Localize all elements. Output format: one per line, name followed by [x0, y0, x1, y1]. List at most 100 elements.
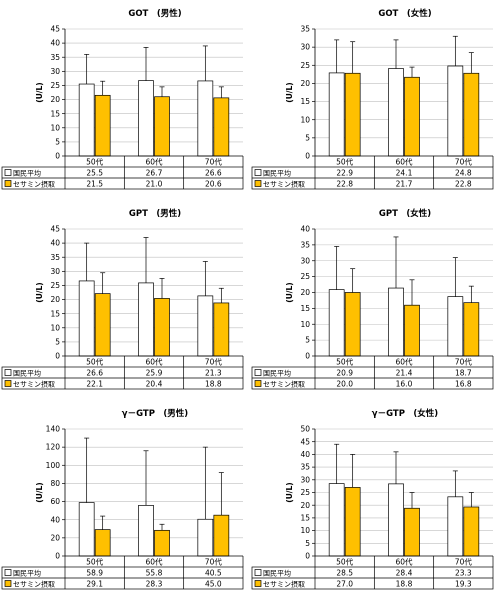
- data-label: 27.0: [336, 579, 353, 588]
- data-label: 24.8: [455, 168, 472, 177]
- bar-sesamin-1: [154, 529, 170, 557]
- bar-sesamin-2: [213, 97, 230, 157]
- chart-title: γ－GTP (女性): [372, 408, 439, 419]
- x-category-label: 70代: [455, 556, 473, 566]
- data-label: 18.7: [455, 368, 472, 377]
- bar-national-average-0: [78, 83, 95, 157]
- chart-title: GOT (男性): [128, 8, 181, 19]
- y-tick-label: 140: [46, 425, 61, 434]
- legend-label: 国民平均: [263, 368, 291, 377]
- bar-national-average-1: [138, 80, 154, 157]
- bar-national-average-0: [328, 289, 345, 357]
- data-label: 20.0: [336, 379, 353, 388]
- y-axis-label: (U/L): [285, 82, 294, 102]
- y-axis-label: (U/L): [35, 82, 44, 102]
- x-category-label: 50代: [86, 356, 104, 366]
- legend-swatch: [4, 369, 12, 376]
- y-tick-label: 40: [300, 450, 310, 459]
- data-label: 22.8: [455, 179, 472, 188]
- y-axis-label: (U/L): [35, 482, 44, 502]
- y-tick-label: 0: [55, 352, 60, 361]
- y-tick-label: 40: [300, 225, 310, 234]
- data-label: 40.5: [205, 568, 222, 577]
- y-tick-label: 20: [50, 295, 60, 304]
- x-category-label: 60代: [395, 356, 413, 366]
- y-tick-label: 30: [300, 475, 310, 484]
- data-label: 23.3: [455, 568, 472, 577]
- y-tick-label: 15: [300, 514, 310, 523]
- y-tick-label: 20: [300, 501, 310, 510]
- y-tick-label: 5: [305, 133, 310, 142]
- data-label: 28.5: [336, 568, 353, 577]
- y-tick-label: 15: [50, 309, 60, 318]
- bar-national-average-0: [328, 483, 345, 557]
- bar-national-average-2: [197, 518, 214, 557]
- legend-swatch: [254, 580, 262, 587]
- data-label: 18.8: [396, 579, 413, 588]
- data-label: 20.9: [336, 368, 353, 377]
- y-tick-label: 15: [50, 109, 60, 118]
- y-tick-label: 35: [300, 25, 310, 34]
- data-label: 29.1: [86, 579, 103, 588]
- y-tick-label: 20: [50, 95, 60, 104]
- bar-sesamin-0: [94, 529, 111, 557]
- y-tick-label: 25: [300, 488, 310, 497]
- data-label: 25.5: [86, 168, 103, 177]
- legend-label: セサミン摂取: [13, 179, 55, 188]
- data-label: 21.3: [205, 368, 222, 377]
- legend-swatch: [4, 580, 12, 587]
- legend-label: 国民平均: [13, 168, 41, 177]
- data-label: 20.4: [146, 379, 163, 388]
- y-tick-label: 10: [300, 320, 310, 329]
- y-tick-label: 0: [305, 152, 310, 161]
- legend-label: 国民平均: [263, 168, 291, 177]
- y-axis-label: (U/L): [35, 282, 44, 302]
- y-tick-label: 45: [50, 25, 60, 34]
- chart-ggtp-female: γ－GTP (女性) (U/L) 0 5 10 15 20 25 30 35 40 45 50 50代 60…: [251, 408, 494, 590]
- data-label: 21.4: [396, 368, 413, 377]
- y-tick-label: 5: [55, 137, 60, 146]
- bar-sesamin-1: [404, 507, 420, 557]
- bar-national-average-1: [388, 483, 404, 557]
- bar-sesamin-1: [404, 76, 420, 157]
- bar-sesamin-1: [154, 96, 170, 157]
- y-tick-label: 35: [50, 253, 60, 262]
- bar-national-average-2: [447, 296, 464, 357]
- y-tick-label: 25: [50, 281, 60, 290]
- bar-sesamin-0: [344, 72, 361, 157]
- chart-title: γ－GTP (男性): [122, 408, 189, 419]
- x-category-label: 60代: [395, 156, 413, 166]
- chart-gpt-female: GPT (女性) (U/L) 0 5 10 15 20 25 30 35 40 50代 60代 70代国民…: [251, 208, 494, 390]
- y-tick-label: 0: [55, 552, 60, 561]
- bar-national-average-2: [197, 80, 214, 157]
- y-axis-label: (U/L): [285, 482, 294, 502]
- data-label: 26.6: [205, 168, 222, 177]
- x-category-label: 60代: [145, 356, 163, 366]
- data-label: 24.1: [396, 168, 413, 177]
- legend-swatch: [4, 380, 12, 387]
- legend-label: 国民平均: [13, 368, 41, 377]
- chart-gpt-male: GPT (男性) (U/L) 0 5 10 15 20 25 30 35 40 45 50代 60代 70代…: [1, 208, 244, 390]
- x-category-label: 70代: [205, 556, 223, 566]
- legend-swatch: [254, 180, 262, 187]
- chart-title: GPT (女性): [379, 208, 431, 219]
- y-tick-label: 5: [305, 336, 310, 345]
- chart-title: GOT (女性): [378, 8, 431, 19]
- y-tick-label: 30: [300, 256, 310, 265]
- y-tick-label: 10: [50, 323, 60, 332]
- data-label: 19.3: [455, 579, 472, 588]
- bar-sesamin-0: [344, 292, 361, 357]
- bar-national-average-0: [78, 502, 95, 557]
- chart-ggtp-male: γ－GTP (男性) (U/L) 0 20 40 60 80 100 120 140 50代 60代 7…: [1, 408, 244, 590]
- data-label: 45.0: [205, 579, 222, 588]
- bar-sesamin-2: [463, 506, 480, 557]
- y-tick-label: 10: [300, 526, 310, 535]
- y-axis-label: (U/L): [285, 282, 294, 302]
- x-category-label: 50代: [336, 556, 354, 566]
- y-tick-label: 15: [300, 304, 310, 313]
- y-tick-label: 35: [50, 53, 60, 62]
- legend-label: セサミン摂取: [13, 579, 55, 588]
- y-tick-label: 40: [50, 515, 60, 524]
- legend-swatch: [4, 180, 12, 187]
- chart-title: GPT (男性): [129, 208, 181, 219]
